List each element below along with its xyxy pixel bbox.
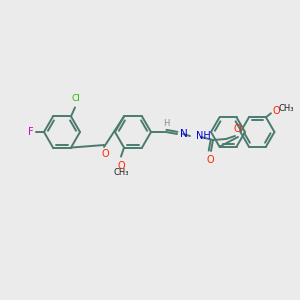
Text: CH₃: CH₃ [113,168,129,177]
Text: H: H [163,119,169,128]
Text: O: O [273,106,280,116]
Text: Cl: Cl [72,94,80,103]
Text: O: O [233,124,241,134]
Text: F: F [28,127,34,137]
Text: O: O [117,160,125,171]
Text: O: O [101,149,109,159]
Text: CH₃: CH₃ [279,104,294,113]
Text: N: N [180,129,188,139]
Text: O: O [206,155,214,165]
Text: NH: NH [196,131,211,141]
